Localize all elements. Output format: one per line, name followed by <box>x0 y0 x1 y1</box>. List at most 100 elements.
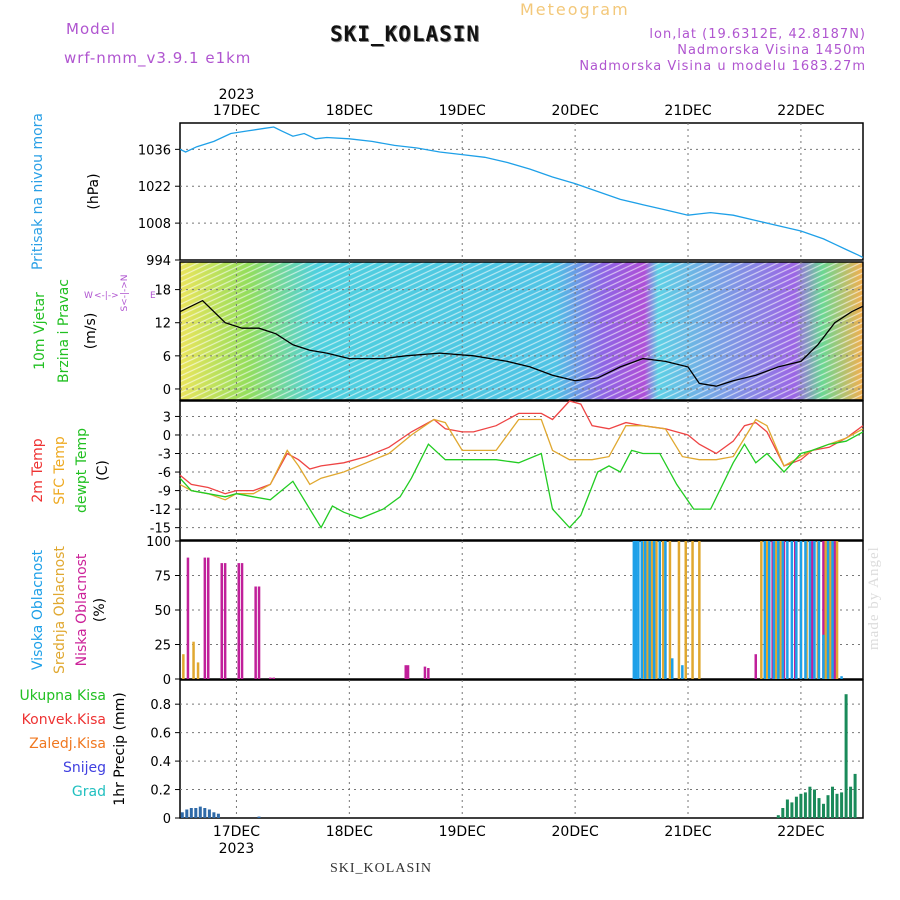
bar-clouds-0 <box>406 665 410 679</box>
panel-frame <box>179 261 864 401</box>
day-label-top: 17DEC <box>213 103 260 119</box>
bar-clouds-2 <box>664 541 667 679</box>
meteogram-title: Meteogram <box>520 0 630 19</box>
panel-frame <box>179 400 864 541</box>
bar-clouds-2 <box>826 541 830 679</box>
bar-clouds-2 <box>648 541 651 679</box>
bar-clouds-2 <box>634 541 638 679</box>
bar-clouds-0 <box>423 666 427 679</box>
day-label-bottom: 22DEC <box>777 824 824 840</box>
bar-clouds-2 <box>763 541 766 679</box>
bar-ukupna-kisa <box>776 815 780 818</box>
year-label-bottom: 2023 <box>219 841 255 857</box>
bar-clouds-1 <box>192 641 195 679</box>
bar-ukupna-kisa <box>822 803 825 818</box>
y-tick-label: -15 <box>150 522 171 537</box>
bar-clouds-1 <box>835 541 839 679</box>
bar-clouds-0 <box>223 563 227 679</box>
bar-clouds-1 <box>824 541 827 679</box>
y-tick-label: 12 <box>154 317 171 332</box>
y-axis-label: Brzina i Pravac <box>56 279 72 383</box>
bar-clouds-2 <box>786 541 789 679</box>
bar-snijeg <box>198 806 202 818</box>
bar-clouds-0 <box>254 586 257 679</box>
bar-clouds-0 <box>272 677 275 679</box>
legend-entry: Konvek.Kisa <box>22 712 106 728</box>
bar-clouds-2 <box>768 541 771 679</box>
bar-clouds-1 <box>779 541 782 679</box>
bar-clouds-0 <box>257 586 261 679</box>
bar-clouds-2 <box>772 541 776 679</box>
bar-clouds-1 <box>765 541 769 679</box>
bar-ukupna-kisa <box>849 786 853 818</box>
bar-clouds-2 <box>822 634 825 679</box>
y-tick-label: -3 <box>158 448 171 463</box>
panel-frame <box>179 122 864 261</box>
bar-clouds-0 <box>220 563 223 679</box>
y-tick-label: 0 <box>163 673 171 688</box>
wind-barb-texture <box>180 262 863 400</box>
y-tick-label: 1022 <box>138 180 171 195</box>
day-label-bottom: 18DEC <box>326 824 373 840</box>
bar-ukupna-kisa <box>835 793 839 818</box>
year-label-top: 2023 <box>219 87 255 103</box>
bar-clouds-0 <box>427 668 430 679</box>
panel-temperature: -15 -12 -9 -6 -3 0 3 2m Temp SFC Temp dewpt Temp (… <box>30 400 864 541</box>
y-tick-label: 100 <box>146 535 171 550</box>
bar-clouds-0 <box>186 557 190 679</box>
bar-clouds-2 <box>831 541 834 679</box>
bar-clouds-2 <box>790 541 794 679</box>
bar-snijeg <box>180 812 184 818</box>
footer-station: SKI_KOLASIN <box>330 861 432 876</box>
day-label-top: 18DEC <box>326 103 373 119</box>
bar-snijeg <box>194 808 198 818</box>
bar-snijeg <box>203 808 207 818</box>
y-tick-label: 0.8 <box>150 698 171 713</box>
bar-clouds-0 <box>240 563 244 679</box>
y-axis-label: dewpt Temp <box>74 428 90 513</box>
y-axis-label: (%) <box>92 598 108 622</box>
bar-snijeg <box>212 812 216 818</box>
y-axis-label: (C) <box>95 460 111 481</box>
bar-clouds-2 <box>640 541 643 679</box>
bar-clouds-2 <box>643 541 647 679</box>
y-tick-label: 18 <box>154 284 171 299</box>
y-tick-label: 75 <box>154 570 171 585</box>
bar-clouds-1 <box>698 541 701 679</box>
y-axis-label: 1hr Precip (mm) <box>112 692 128 805</box>
series-line-temperature-0 <box>179 400 864 495</box>
bar-ukupna-kisa <box>808 786 812 818</box>
bar-ukupna-kisa <box>799 793 803 818</box>
legend-entry: Snijeg <box>63 760 106 776</box>
day-label-bottom: 20DEC <box>552 824 599 840</box>
day-label-top: 21DEC <box>664 103 711 119</box>
bar-ukupna-kisa <box>840 792 844 818</box>
bar-clouds-0 <box>810 541 814 679</box>
bar-ukupna-kisa <box>813 789 816 818</box>
y-tick-label: -9 <box>158 485 171 500</box>
bar-clouds-1 <box>182 654 185 679</box>
bar-clouds-1 <box>829 541 832 679</box>
bar-clouds-0 <box>269 677 272 679</box>
bar-ukupna-kisa <box>831 786 834 818</box>
bar-clouds-2 <box>840 676 843 679</box>
bar-ukupna-kisa <box>844 694 848 818</box>
y-tick-label: 0.2 <box>150 784 171 799</box>
day-label-bottom: 19DEC <box>439 824 486 840</box>
bar-clouds-2 <box>652 541 656 679</box>
y-tick-label: 6 <box>163 350 171 365</box>
bar-snijeg <box>257 816 261 818</box>
bar-clouds-2 <box>632 541 636 679</box>
day-label-top: 19DEC <box>439 103 486 119</box>
y-tick-label: 0.4 <box>150 755 171 770</box>
bar-clouds-2 <box>681 665 684 679</box>
bar-clouds-1 <box>774 541 778 679</box>
bar-clouds-2 <box>781 541 785 679</box>
y-axis-label: 2m Temp <box>30 438 46 502</box>
day-label-top: 22DEC <box>777 103 824 119</box>
y-axis-label: Visoka Oblacnost <box>30 549 46 670</box>
y-axis-label: Niska Oblacnost <box>74 553 90 666</box>
station-title: SKI_KOLASIN <box>330 22 481 46</box>
